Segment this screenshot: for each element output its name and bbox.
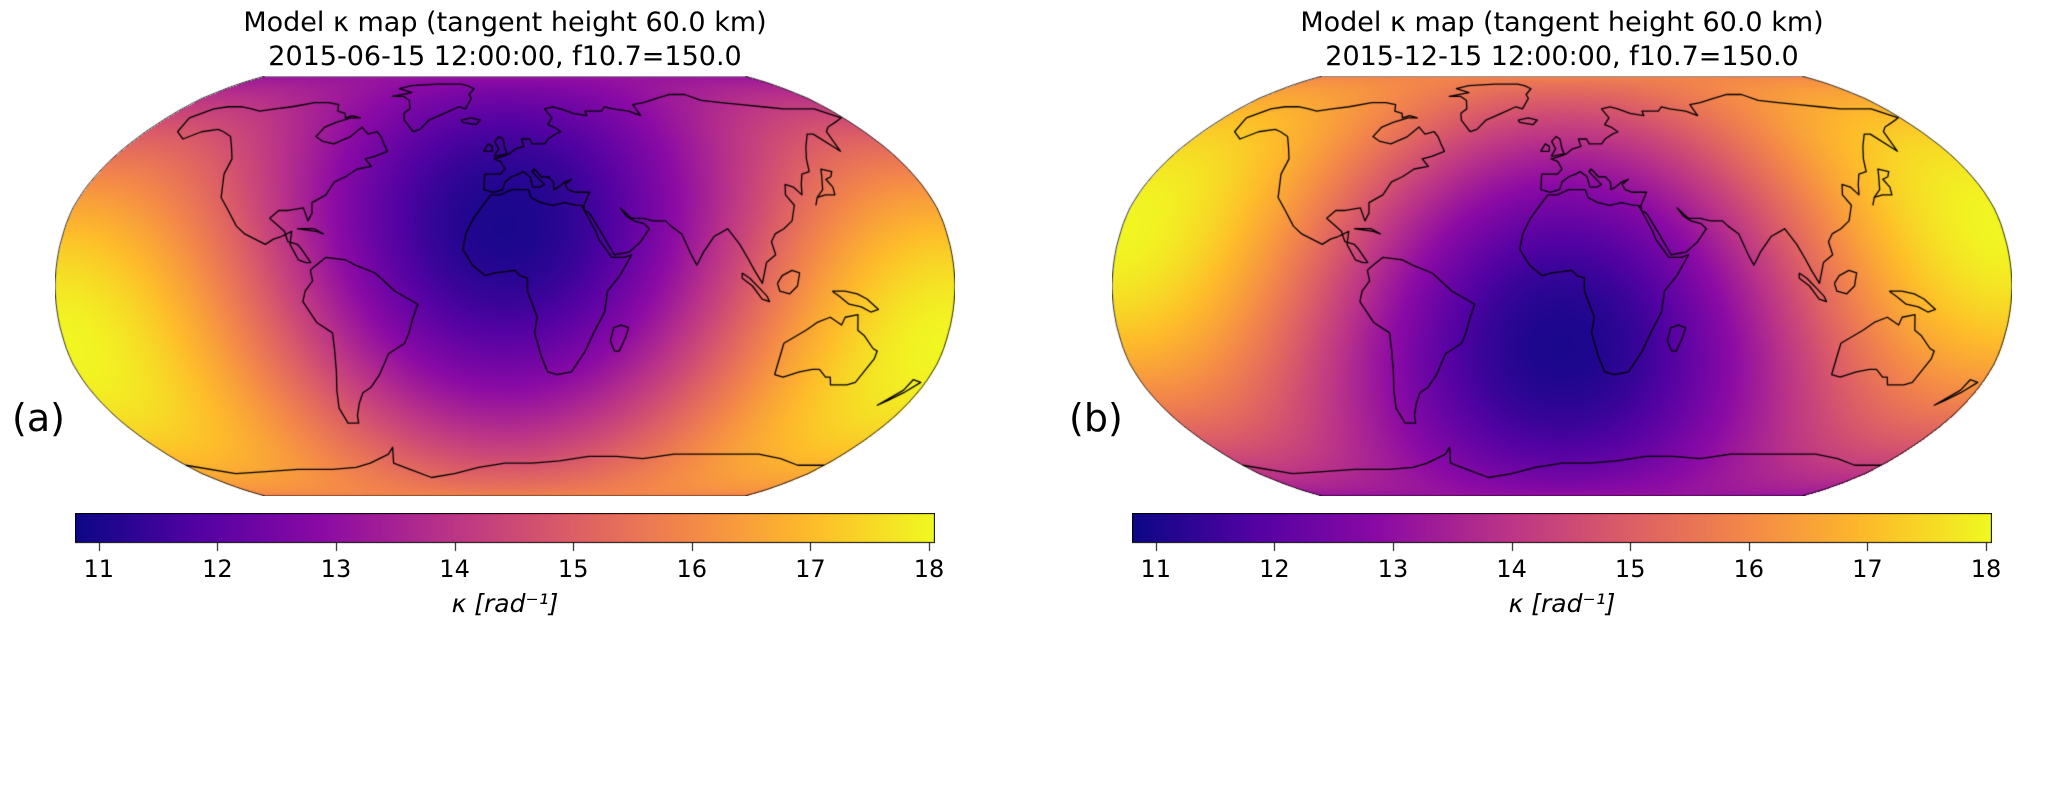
panel-b-title-line1: Model κ map (tangent height 60.0 km) bbox=[1300, 7, 1824, 38]
colorbar-tick-label: 12 bbox=[202, 555, 233, 583]
colorbar-tick-label: 11 bbox=[83, 555, 114, 583]
panel-b: Model κ map (tangent height 60.0 km) 201… bbox=[1057, 0, 2067, 796]
colorbar-b-label: κ [rad⁻¹] bbox=[1508, 589, 1616, 618]
colorbar-tick-label: 16 bbox=[1733, 555, 1765, 583]
panel-a-label: (a) bbox=[12, 396, 65, 440]
panel-b-title: Model κ map (tangent height 60.0 km) 201… bbox=[1057, 6, 2067, 74]
panel-b-title-line2: 2015-12-15 12:00:00, f10.7=150.0 bbox=[1325, 41, 1799, 72]
panel-a: Model κ map (tangent height 60.0 km) 201… bbox=[0, 0, 1010, 796]
colorbar-canvas-a bbox=[75, 513, 935, 553]
colorbar-tick-label: 17 bbox=[1852, 555, 1883, 583]
colorbar-tick-label: 14 bbox=[439, 555, 470, 583]
colorbar-a-label: κ [rad⁻¹] bbox=[451, 589, 559, 618]
colorbar-tick-label: 13 bbox=[1377, 555, 1409, 583]
colorbar-a-ticklabels: 11 12 13 14 15 16 17 18 bbox=[75, 555, 944, 585]
panel-a-title-line2: 2015-06-15 12:00:00, f10.7=150.0 bbox=[268, 41, 742, 72]
panel-a-title: Model κ map (tangent height 60.0 km) 201… bbox=[0, 6, 1010, 74]
map-canvas-a bbox=[55, 76, 955, 496]
map-canvas-b bbox=[1112, 76, 2012, 496]
colorbar-tick-label: 16 bbox=[676, 555, 708, 583]
colorbar-tick-label: 12 bbox=[1259, 555, 1290, 583]
colorbar-tick-label: 17 bbox=[795, 555, 826, 583]
colorbar-b-ticklabels: 11 12 13 14 15 16 17 18 bbox=[1132, 555, 2001, 585]
colorbar-tick-label: 18 bbox=[913, 555, 945, 583]
colorbar-tick-label: 11 bbox=[1140, 555, 1171, 583]
colorbar-tick-label: 15 bbox=[557, 555, 589, 583]
colorbar-tick-label: 18 bbox=[1970, 555, 2002, 583]
colorbar-tick-label: 14 bbox=[1496, 555, 1527, 583]
colorbar-canvas-b bbox=[1132, 513, 1992, 553]
colorbar-tick-label: 13 bbox=[320, 555, 352, 583]
panel-a-title-line1: Model κ map (tangent height 60.0 km) bbox=[243, 7, 767, 38]
panel-b-label: (b) bbox=[1069, 396, 1123, 440]
colorbar-a: 11 12 13 14 15 16 17 18 κ [rad⁻¹] bbox=[75, 513, 944, 618]
colorbar-b: 11 12 13 14 15 16 17 18 κ [rad⁻¹] bbox=[1132, 513, 2001, 618]
colorbar-tick-label: 15 bbox=[1614, 555, 1646, 583]
